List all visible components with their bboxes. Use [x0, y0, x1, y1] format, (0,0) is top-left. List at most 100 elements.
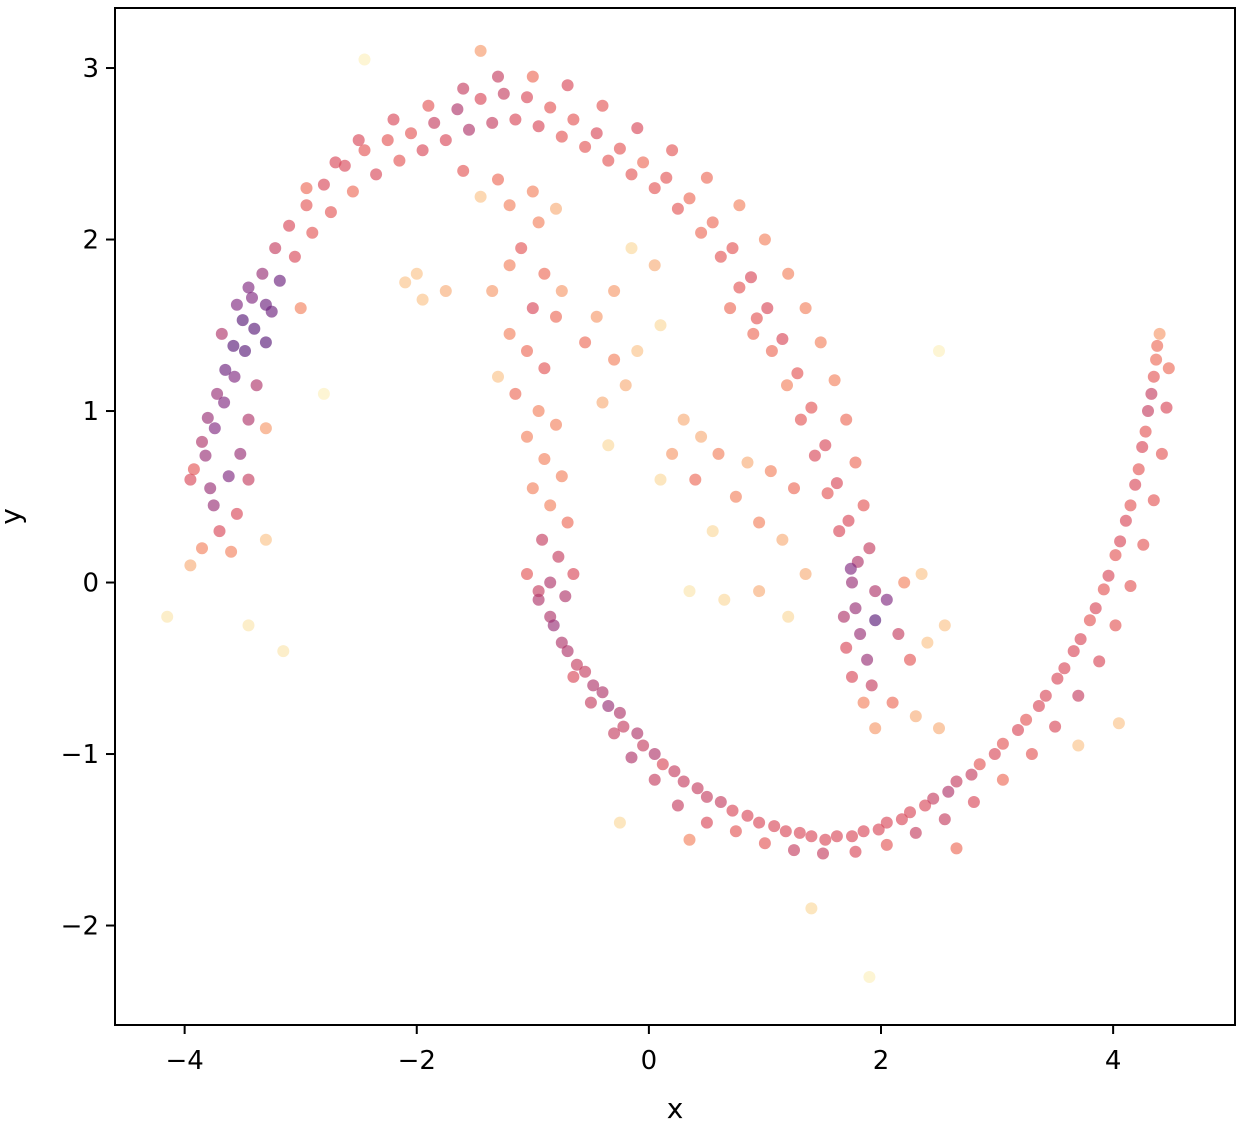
data-point	[671, 202, 684, 215]
data-point	[791, 367, 804, 380]
data-point	[768, 820, 781, 833]
data-point	[269, 242, 282, 255]
data-point	[306, 226, 319, 239]
data-point	[196, 435, 208, 448]
data-point	[819, 439, 832, 452]
data-point	[532, 405, 545, 417]
data-point	[242, 619, 255, 632]
data-point	[300, 182, 313, 195]
data-point	[550, 310, 562, 323]
data-point	[817, 847, 829, 860]
data-point	[246, 291, 258, 304]
data-point	[239, 345, 251, 357]
data-point	[492, 173, 504, 186]
data-point	[509, 113, 522, 126]
data-point	[863, 971, 876, 983]
data-point	[637, 739, 650, 752]
points-layer	[161, 44, 1175, 983]
data-point	[706, 525, 719, 538]
data-point	[215, 327, 228, 340]
data-point	[613, 142, 626, 155]
x-tick-label: −4	[165, 1046, 203, 1076]
data-point	[503, 199, 516, 212]
data-point	[561, 79, 574, 92]
data-point	[196, 542, 208, 555]
data-point	[880, 816, 893, 829]
data-point	[1109, 619, 1122, 632]
data-point	[840, 641, 853, 654]
data-point	[625, 242, 638, 255]
data-point	[503, 327, 516, 340]
data-point	[733, 199, 746, 212]
data-point	[283, 219, 296, 232]
data-point	[950, 842, 963, 855]
data-point	[1160, 401, 1173, 414]
data-point	[538, 362, 551, 375]
data-point	[552, 550, 565, 563]
data-point	[880, 838, 893, 851]
data-point	[927, 792, 940, 805]
data-point	[973, 758, 986, 771]
data-point	[805, 902, 818, 915]
data-point	[750, 312, 763, 325]
data-point	[399, 276, 412, 289]
data-point	[919, 799, 932, 812]
data-point	[536, 533, 549, 546]
data-point	[677, 775, 690, 788]
data-point	[1142, 405, 1154, 417]
data-point	[225, 545, 238, 558]
data-point	[909, 710, 922, 723]
data-point	[428, 116, 441, 129]
data-point	[1102, 569, 1115, 582]
data-point	[625, 168, 638, 181]
data-point	[596, 99, 609, 112]
data-point	[602, 154, 615, 167]
data-point	[567, 568, 580, 580]
data-point	[683, 833, 696, 846]
data-point	[526, 482, 539, 495]
data-point	[904, 806, 916, 819]
data-point	[821, 487, 834, 500]
data-point	[1112, 717, 1125, 730]
data-point	[503, 259, 516, 272]
data-point	[273, 274, 286, 287]
data-point	[1129, 478, 1142, 491]
data-point	[942, 785, 955, 798]
data-point	[358, 144, 371, 157]
data-point	[814, 336, 827, 349]
data-point	[1109, 549, 1122, 562]
data-point	[915, 568, 928, 580]
data-point	[259, 422, 272, 435]
data-point	[550, 418, 562, 431]
y-tick-label: 3	[82, 54, 99, 84]
data-point	[846, 830, 858, 843]
data-point	[422, 99, 435, 112]
data-point	[872, 823, 885, 836]
data-point	[660, 171, 673, 184]
data-point	[849, 602, 862, 615]
data-point	[1067, 645, 1080, 658]
data-point	[230, 298, 243, 311]
data-point	[794, 413, 807, 426]
data-point	[590, 310, 603, 323]
data-point	[1020, 713, 1033, 726]
data-point	[648, 748, 661, 760]
data-point	[863, 542, 876, 555]
data-point	[486, 116, 499, 129]
data-point	[631, 122, 644, 135]
data-point	[538, 267, 551, 280]
data-point	[857, 499, 870, 512]
data-point	[567, 113, 580, 126]
data-point	[587, 679, 600, 692]
data-point	[765, 345, 778, 357]
data-point	[544, 576, 557, 589]
data-point	[714, 796, 727, 808]
data-point	[463, 123, 475, 136]
data-point	[381, 134, 394, 147]
data-point	[996, 737, 1009, 750]
data-point	[555, 636, 568, 649]
data-point	[761, 302, 774, 315]
data-point	[691, 782, 704, 795]
data-point	[474, 190, 487, 203]
